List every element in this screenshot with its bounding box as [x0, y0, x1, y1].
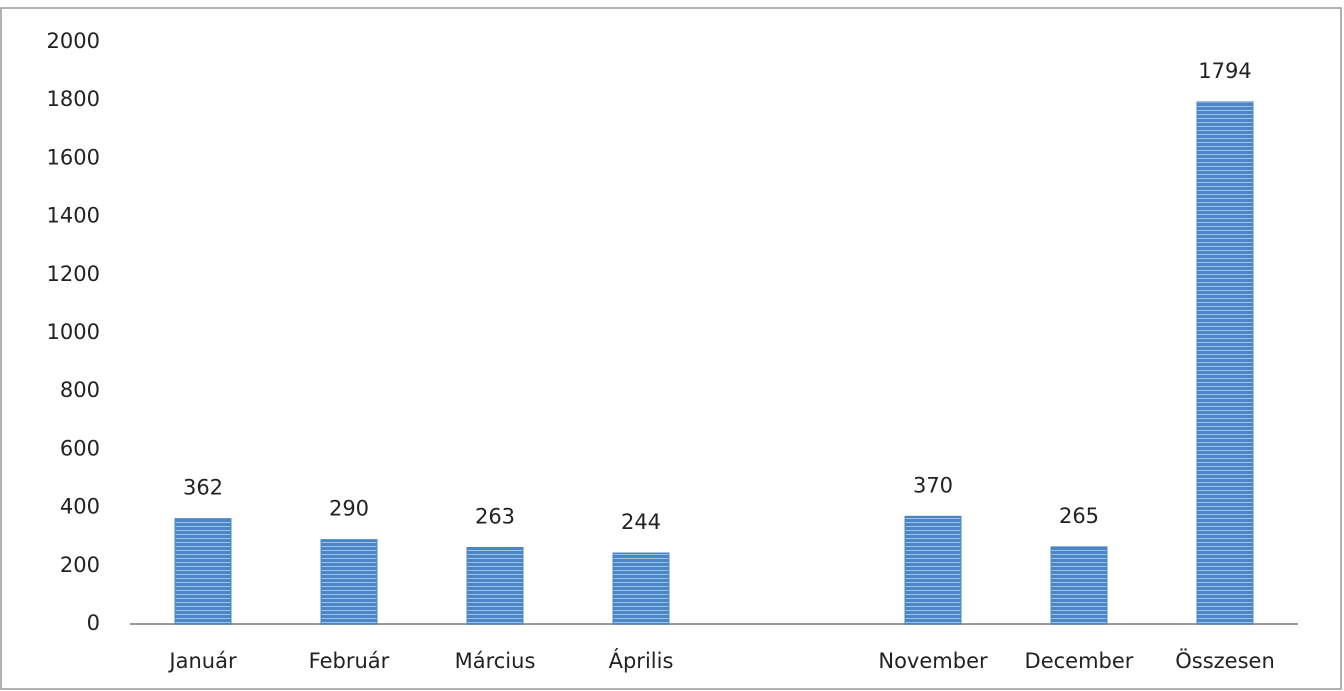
y-tick-label: 1200: [47, 262, 100, 286]
y-tick-label: 600: [60, 436, 100, 460]
data-label: 362: [183, 476, 223, 500]
bar: [320, 539, 378, 625]
x-tick-label: Április: [609, 648, 674, 673]
x-tick-label: Március: [455, 649, 536, 673]
y-tick-label: 200: [60, 553, 100, 577]
bar: [904, 515, 962, 625]
data-label: 263: [475, 504, 515, 528]
x-tick-label: Összesen: [1175, 648, 1275, 673]
data-label: 244: [621, 510, 661, 534]
x-tick-label: November: [878, 649, 988, 673]
bar: [612, 552, 670, 625]
y-tick-label: 1000: [47, 320, 100, 344]
y-tick-label: 1800: [47, 87, 100, 111]
y-tick-label: 400: [60, 495, 100, 519]
bar: [174, 518, 232, 625]
y-tick-label: 2000: [47, 29, 100, 53]
data-label: 265: [1059, 504, 1099, 528]
x-tick-label: Február: [309, 649, 390, 673]
x-tick-label: Január: [167, 649, 237, 673]
bar: [466, 546, 524, 625]
y-tick-label: 1600: [47, 145, 100, 169]
bar: [1196, 101, 1254, 625]
y-tick-label: 800: [60, 378, 100, 402]
data-label: 370: [913, 473, 953, 497]
data-label: 1794: [1198, 59, 1251, 83]
data-label: 290: [329, 497, 369, 521]
bar: [1050, 546, 1108, 625]
y-tick-label: 0: [87, 611, 100, 635]
y-tick-label: 1400: [47, 204, 100, 228]
x-tick-label: December: [1025, 649, 1134, 673]
